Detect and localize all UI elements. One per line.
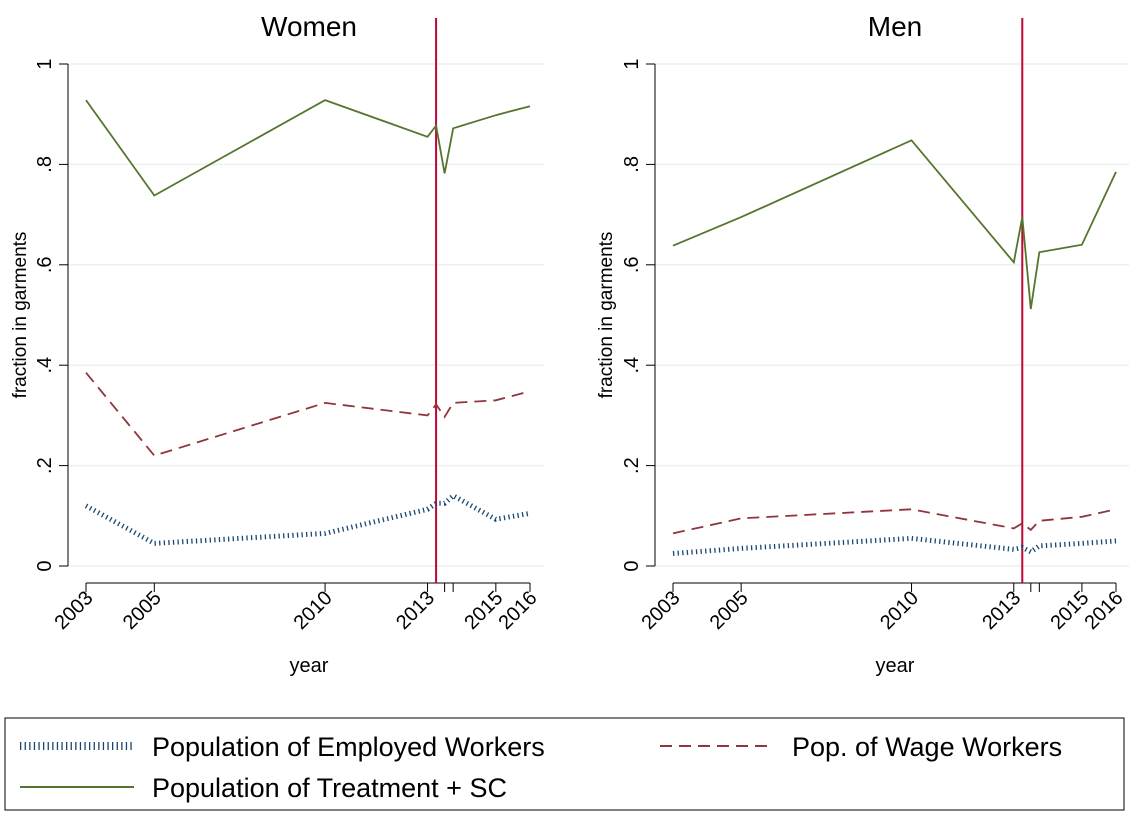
legend-label-treatment-sc: Population of Treatment + SC	[152, 773, 507, 803]
y-axis-label-women: fraction in garments	[10, 232, 31, 399]
y-tick-label-women-2: .4	[34, 357, 56, 374]
y-axis-label-men: fraction in garments	[596, 232, 617, 399]
legend-label-wage-workers: Pop. of Wage Workers	[792, 732, 1062, 762]
x-axis-label-women: year	[290, 655, 329, 677]
y-tick-label-women-4: .8	[34, 156, 56, 173]
y-tick-label-women-0: 0	[34, 560, 56, 571]
y-tick-label-men-4: .8	[621, 156, 643, 173]
y-tick-label-women-1: .2	[34, 457, 56, 474]
series-men-dotted-line	[672, 535, 1117, 556]
series-women-dashed-line	[85, 372, 531, 457]
y-tick-label-women-5: 1	[34, 58, 56, 69]
series-men-dashed-line	[672, 508, 1117, 535]
x-axis-label-men: year	[876, 655, 915, 677]
y-tick-label-men-2: .4	[621, 357, 643, 374]
y-tick-label-men-5: 1	[621, 58, 643, 69]
legend-box	[4, 717, 1125, 811]
panel-title-men: Men	[868, 11, 922, 42]
series-men-solid-line	[672, 139, 1117, 310]
legend-label-employed-workers: Population of Employed Workers	[152, 732, 545, 762]
y-tick-label-men-1: .2	[621, 457, 643, 474]
panel-title-women: Women	[261, 11, 357, 42]
series-women-solid-line	[85, 99, 531, 197]
y-tick-label-men-0: 0	[621, 560, 643, 571]
legend: Population of Employed Workers Pop. of W…	[4, 717, 1125, 811]
y-tick-label-men-3: .6	[621, 256, 643, 273]
y-tick-label-women-3: .6	[34, 256, 56, 273]
